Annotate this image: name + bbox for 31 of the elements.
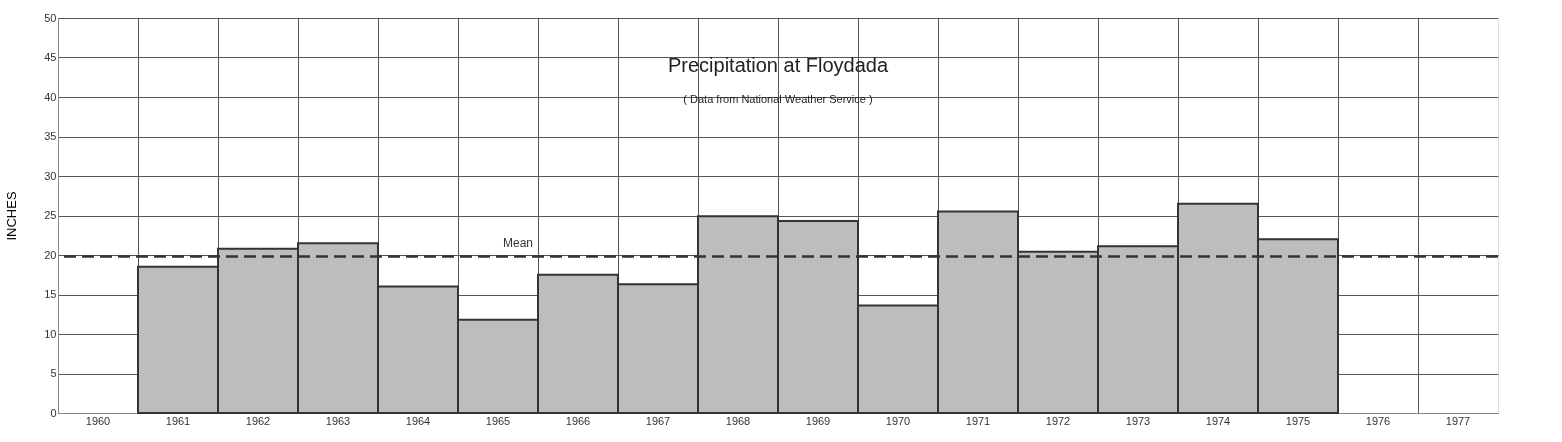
x-tick-label: 1961 [165, 414, 191, 427]
x-tick-label: 1972 [1045, 414, 1071, 427]
x-tick-label: 1967 [645, 414, 671, 427]
y-tick-label: 5 [50, 367, 57, 379]
x-tick-label: 1964 [405, 414, 431, 427]
x-tick-label: 1973 [1125, 414, 1151, 427]
ref-line-label: Mean [502, 235, 533, 250]
y-tick-label: 30 [44, 169, 57, 182]
x-tick-label: 1971 [965, 414, 991, 427]
y-axis-title: INCHES [4, 191, 20, 241]
y-tick-label: 20 [44, 248, 57, 261]
x-tick-label: 1970 [885, 414, 911, 427]
x-tick-label: 1977 [1445, 414, 1471, 427]
x-tick-label: 1969 [805, 414, 831, 427]
x-tick-label: 1974 [1205, 414, 1231, 427]
x-tick-label: 1965 [485, 414, 511, 427]
y-tick-label: 25 [44, 209, 57, 221]
x-tick-label: 1975 [1285, 414, 1311, 427]
x-tick-label: 1976 [1365, 414, 1391, 427]
x-tick-label: 1962 [245, 414, 271, 427]
x-tick-label: 1966 [565, 414, 591, 427]
x-tick-label: 1963 [325, 414, 351, 427]
x-tick-label: 1968 [725, 414, 751, 427]
y-tick-label: 45 [44, 51, 57, 63]
y-tick-label: 40 [44, 90, 57, 103]
y-tick-label: 15 [44, 288, 57, 300]
x-tick-label: 1960 [85, 414, 111, 427]
y-tick-label: 10 [44, 327, 57, 340]
y-tick-label: 35 [44, 130, 57, 142]
y-tick-label: 0 [50, 406, 57, 419]
y-tick-label: 50 [44, 11, 57, 24]
